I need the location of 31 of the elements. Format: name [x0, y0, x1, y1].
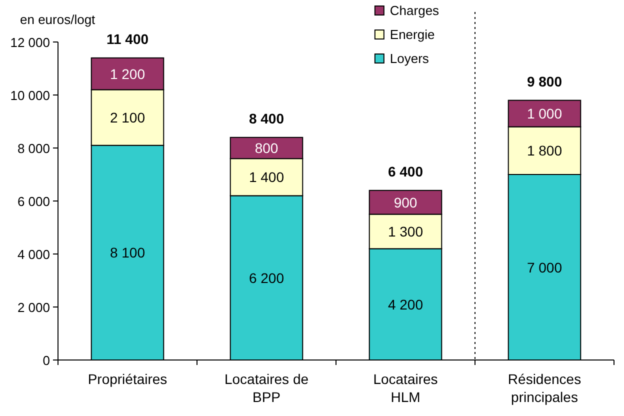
- data-label: 6 200: [248, 270, 284, 286]
- legend-label: Energie: [390, 27, 435, 42]
- y-tick-label: 12 000: [10, 35, 50, 50]
- total-label: 9 800: [526, 73, 562, 90]
- total-label: 11 400: [106, 30, 149, 47]
- x-tick-label: Résidences principales: [508, 371, 582, 405]
- legend-label: Loyers: [390, 51, 430, 66]
- data-label: 2 100: [110, 110, 146, 126]
- data-label: 1 800: [526, 142, 562, 159]
- x-tick-label: Locataires de BPP: [224, 371, 309, 405]
- data-label: 1 200: [110, 66, 146, 82]
- data-label: 4 200: [388, 296, 424, 312]
- x-tick-label: Propriétaires: [88, 371, 168, 387]
- data-label: 1 400: [248, 169, 284, 186]
- y-tick-label: 8 000: [17, 141, 50, 156]
- y-tick-label: 4 000: [17, 247, 50, 262]
- x-tick-label: Locataires HLM: [373, 371, 438, 405]
- data-label: 800: [254, 140, 278, 156]
- legend-label: Charges: [390, 3, 440, 18]
- data-label: 7 000: [526, 259, 562, 276]
- data-label: 1 000: [526, 106, 562, 122]
- y-axis-title: en euros/logt: [20, 12, 96, 27]
- y-tick-label: 10 000: [10, 88, 50, 103]
- y-tick-label: 0: [42, 353, 50, 368]
- total-label: 8 400: [248, 110, 284, 126]
- total-label: 6 400: [388, 163, 424, 180]
- data-label: 1 300: [388, 223, 424, 240]
- y-tick-label: 6 000: [17, 194, 50, 209]
- data-label: 900: [394, 194, 418, 210]
- data-label: 8 100: [110, 244, 146, 261]
- y-tick-label: 2 000: [17, 300, 50, 315]
